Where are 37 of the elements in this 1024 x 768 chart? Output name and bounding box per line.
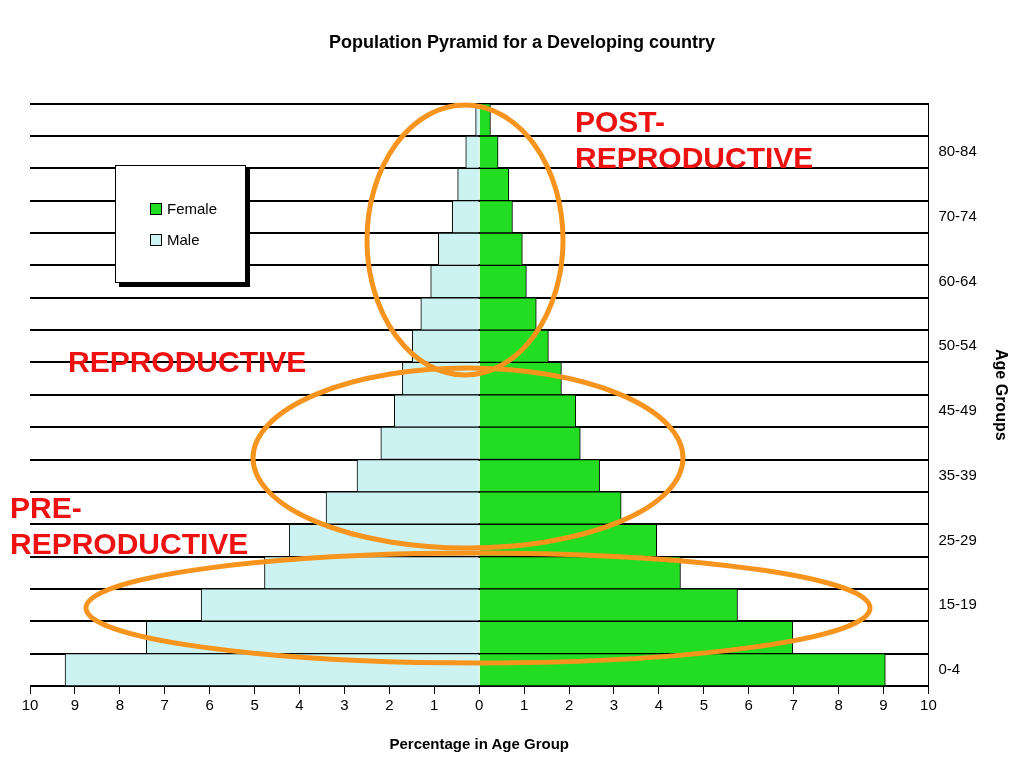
x-tick-label: 7 [160,696,169,714]
y-tick-label: 35-39 [938,465,977,483]
x-tick-label: 10 [21,696,39,714]
x-tick-label: 0 [475,696,484,714]
annotation: PRE- REPRODUCTIVE [10,490,249,562]
y-tick-label: 0-4 [938,659,961,677]
x-tick-label: 8 [115,696,125,714]
x-tick-label: 2 [385,696,394,714]
x-tick-label: 8 [834,696,843,714]
x-tick-label: 10 [920,696,937,714]
legend-label: Female [167,200,218,217]
x-tick-label: 9 [879,696,888,714]
legend-label: Male [167,231,200,248]
x-tick-label: 2 [564,696,574,714]
y-tick-label: 60-64 [938,271,977,289]
x-tick-label: 5 [699,696,708,714]
y-tick-label: 25-29 [938,530,977,548]
x-tick-label: 3 [340,696,349,714]
x-axis-title: Percentage in Age Group [389,735,569,753]
x-tick-label: 9 [70,696,80,714]
chart-title: Population Pyramid for a Developing country [328,31,716,52]
y-tick-label: 70-74 [938,206,977,224]
x-tick-label: 4 [295,696,304,714]
y-axis-title: Age Groups [992,349,1010,441]
y-tick-label: 15-19 [938,595,977,613]
x-tick-label: 3 [609,696,619,714]
x-tick-label: 7 [789,696,798,714]
x-tick-label: 6 [205,696,214,714]
y-tick-label: 45-49 [938,401,977,419]
y-tick-label: 50-54 [938,336,977,354]
x-tick-label: 1 [430,696,439,714]
x-tick-label: 1 [519,696,529,714]
annotation: POST- REPRODUCTIVE [575,104,814,176]
y-tick-label: 80-84 [938,142,977,160]
x-tick-label: 5 [250,696,259,714]
x-tick-label: 6 [744,696,753,714]
x-tick-label: 4 [654,696,664,714]
